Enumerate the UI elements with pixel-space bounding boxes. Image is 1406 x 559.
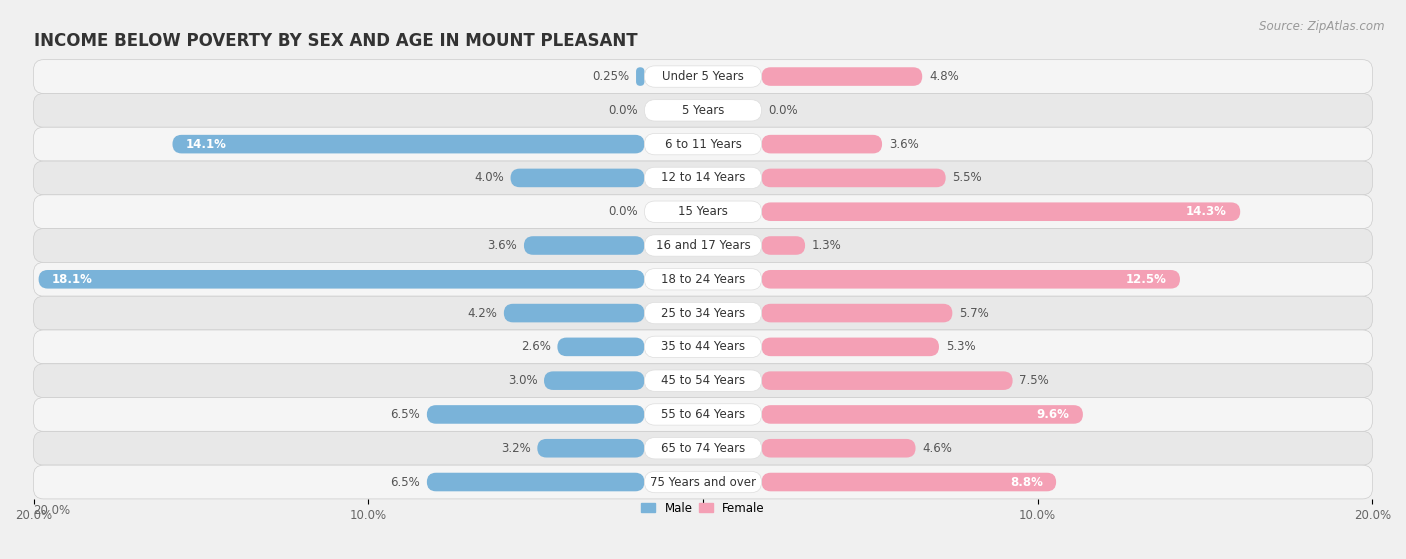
FancyBboxPatch shape [644,134,762,155]
FancyBboxPatch shape [34,432,1372,465]
FancyBboxPatch shape [644,100,762,121]
Text: INCOME BELOW POVERTY BY SEX AND AGE IN MOUNT PLEASANT: INCOME BELOW POVERTY BY SEX AND AGE IN M… [34,32,637,50]
Text: 1.3%: 1.3% [811,239,842,252]
FancyBboxPatch shape [427,405,644,424]
Text: 75 Years and over: 75 Years and over [650,476,756,489]
Text: 2.6%: 2.6% [520,340,551,353]
Text: 35 to 44 Years: 35 to 44 Years [661,340,745,353]
FancyBboxPatch shape [34,262,1372,296]
Text: Under 5 Years: Under 5 Years [662,70,744,83]
Text: 0.0%: 0.0% [609,205,638,218]
FancyBboxPatch shape [34,296,1372,330]
FancyBboxPatch shape [762,371,1012,390]
FancyBboxPatch shape [557,338,644,356]
Text: 0.0%: 0.0% [609,104,638,117]
FancyBboxPatch shape [644,235,762,256]
FancyBboxPatch shape [34,161,1372,195]
FancyBboxPatch shape [34,127,1372,161]
Text: 14.3%: 14.3% [1185,205,1227,218]
FancyBboxPatch shape [644,167,762,188]
FancyBboxPatch shape [34,465,1372,499]
Text: 4.2%: 4.2% [467,306,498,320]
Text: 4.8%: 4.8% [929,70,959,83]
Text: 3.0%: 3.0% [508,374,537,387]
Text: 45 to 54 Years: 45 to 54 Years [661,374,745,387]
Text: 6.5%: 6.5% [391,408,420,421]
Text: 6 to 11 Years: 6 to 11 Years [665,138,741,150]
FancyBboxPatch shape [762,135,882,153]
Text: 12.5%: 12.5% [1126,273,1167,286]
FancyBboxPatch shape [503,304,644,323]
Text: 55 to 64 Years: 55 to 64 Years [661,408,745,421]
Text: 6.5%: 6.5% [391,476,420,489]
FancyBboxPatch shape [34,397,1372,432]
Text: 5.3%: 5.3% [946,340,976,353]
Text: 3.2%: 3.2% [501,442,530,454]
FancyBboxPatch shape [524,236,644,255]
FancyBboxPatch shape [762,304,952,323]
FancyBboxPatch shape [537,439,644,457]
Text: 3.6%: 3.6% [889,138,918,150]
Text: 0.25%: 0.25% [592,70,630,83]
FancyBboxPatch shape [762,405,1083,424]
FancyBboxPatch shape [644,201,762,222]
Text: 18.1%: 18.1% [52,273,93,286]
Text: 4.6%: 4.6% [922,442,952,454]
FancyBboxPatch shape [544,371,644,390]
Text: 18 to 24 Years: 18 to 24 Years [661,273,745,286]
FancyBboxPatch shape [34,195,1372,229]
Text: 4.0%: 4.0% [474,172,503,184]
FancyBboxPatch shape [644,471,762,492]
Text: 0.0%: 0.0% [768,104,797,117]
Legend: Male, Female: Male, Female [637,497,769,519]
Text: 5.7%: 5.7% [959,306,988,320]
FancyBboxPatch shape [173,135,644,153]
FancyBboxPatch shape [427,473,644,491]
FancyBboxPatch shape [34,364,1372,397]
FancyBboxPatch shape [762,236,806,255]
FancyBboxPatch shape [38,270,644,288]
FancyBboxPatch shape [644,336,762,358]
FancyBboxPatch shape [762,202,1240,221]
Text: 20.0%: 20.0% [34,504,70,517]
Text: 15 Years: 15 Years [678,205,728,218]
Text: 25 to 34 Years: 25 to 34 Years [661,306,745,320]
FancyBboxPatch shape [644,370,762,391]
Text: 16 and 17 Years: 16 and 17 Years [655,239,751,252]
FancyBboxPatch shape [644,404,762,425]
FancyBboxPatch shape [644,269,762,290]
FancyBboxPatch shape [636,67,644,86]
FancyBboxPatch shape [34,229,1372,262]
FancyBboxPatch shape [762,473,1056,491]
FancyBboxPatch shape [762,67,922,86]
Text: 14.1%: 14.1% [186,138,226,150]
Text: 3.6%: 3.6% [488,239,517,252]
FancyBboxPatch shape [644,302,762,324]
FancyBboxPatch shape [762,169,946,187]
FancyBboxPatch shape [762,439,915,457]
Text: 9.6%: 9.6% [1036,408,1070,421]
Text: Source: ZipAtlas.com: Source: ZipAtlas.com [1260,20,1385,32]
FancyBboxPatch shape [34,60,1372,93]
FancyBboxPatch shape [34,330,1372,364]
Text: 7.5%: 7.5% [1019,374,1049,387]
Text: 5 Years: 5 Years [682,104,724,117]
FancyBboxPatch shape [762,270,1180,288]
Text: 5.5%: 5.5% [952,172,981,184]
FancyBboxPatch shape [762,338,939,356]
FancyBboxPatch shape [510,169,644,187]
FancyBboxPatch shape [644,66,762,87]
Text: 12 to 14 Years: 12 to 14 Years [661,172,745,184]
Text: 65 to 74 Years: 65 to 74 Years [661,442,745,454]
FancyBboxPatch shape [644,438,762,459]
FancyBboxPatch shape [34,93,1372,127]
Text: 8.8%: 8.8% [1010,476,1043,489]
